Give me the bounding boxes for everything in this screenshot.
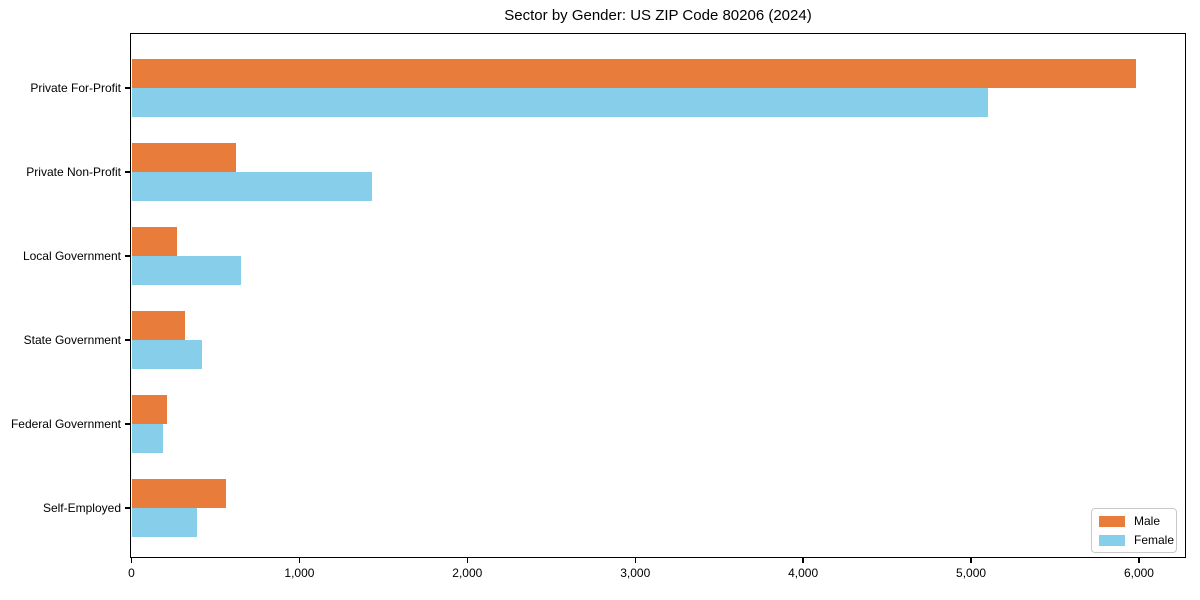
bar-female-local-government	[131, 256, 241, 285]
legend-swatch-male	[1099, 515, 1125, 527]
x-tick-mark	[130, 558, 133, 563]
x-tick-label: 1,000	[284, 566, 315, 580]
chart-title: Sector by Gender: US ZIP Code 80206 (202…	[504, 7, 812, 24]
y-tick-mark	[125, 507, 130, 509]
y-tick-mark	[125, 87, 130, 89]
category-label-private-non-profit: Private Non-Profit	[26, 165, 121, 179]
x-tick-mark	[466, 558, 469, 563]
plot-area	[130, 33, 1186, 558]
bar-male-self-employed	[131, 479, 226, 508]
x-tick-mark	[634, 558, 636, 563]
legend: Male Female	[1091, 508, 1177, 553]
category-label-federal-government: Federal Government	[10, 417, 121, 431]
y-tick-mark	[125, 423, 130, 425]
x-tick-label: 2,000	[452, 566, 483, 580]
bar-female-state-government	[131, 340, 203, 369]
bar-female-private-non-profit	[131, 172, 372, 201]
category-label-self-employed: Self-Employed	[42, 501, 121, 515]
bar-female-self-employed	[131, 508, 197, 537]
category-label-local-government: Local Government	[22, 249, 121, 263]
x-tick-mark	[1138, 558, 1140, 563]
bar-male-private-for-profit	[131, 59, 1136, 88]
y-tick-mark	[125, 339, 130, 341]
legend-label: Male	[1134, 514, 1161, 528]
bar-male-state-government	[131, 311, 186, 340]
category-label-state-government: State Government	[23, 333, 121, 347]
x-tick-label: 0	[128, 566, 135, 580]
y-tick-mark	[125, 171, 130, 173]
bar-male-federal-government	[131, 395, 167, 424]
x-tick-label: 5,000	[956, 566, 987, 580]
x-tick-label: 6,000	[1123, 566, 1154, 580]
x-tick-label: 3,000	[620, 566, 651, 580]
x-tick-label: 4,000	[788, 566, 819, 580]
category-label-private-for-profit: Private For-Profit	[30, 81, 121, 95]
legend-swatch-female	[1099, 534, 1125, 546]
bar-female-federal-government	[131, 424, 164, 453]
legend-item-male: Male	[1099, 514, 1169, 528]
legend-item-female: Female	[1099, 533, 1174, 547]
bar-female-private-for-profit	[131, 88, 988, 117]
legend-label: Female	[1134, 533, 1175, 547]
bar-male-private-non-profit	[131, 143, 236, 172]
x-tick-mark	[298, 558, 301, 563]
x-tick-mark	[970, 558, 972, 563]
y-tick-mark	[125, 255, 130, 257]
bar-male-local-government	[131, 227, 177, 256]
x-tick-mark	[802, 558, 804, 563]
